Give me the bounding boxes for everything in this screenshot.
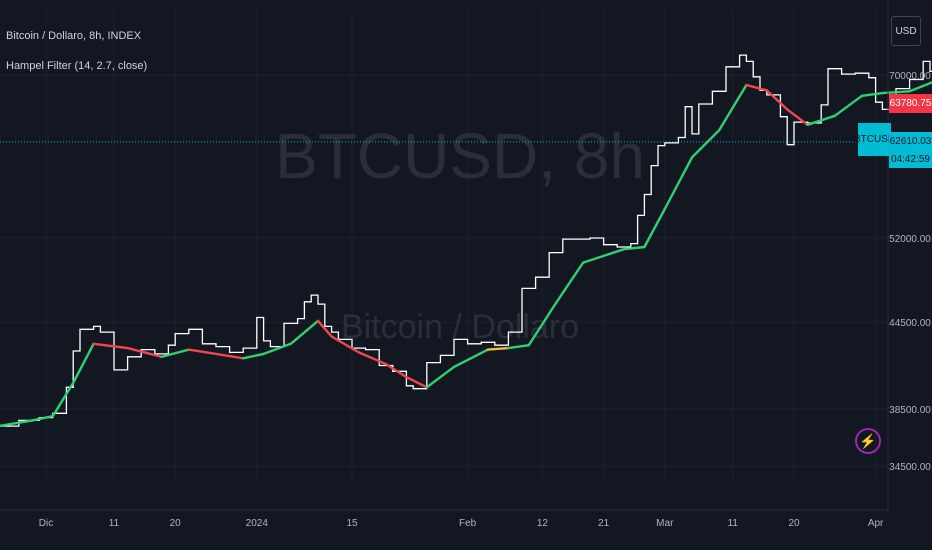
series-hampel-filter-segment: [241, 352, 265, 360]
series-hampel-filter-segment: [881, 90, 911, 95]
series-hampel-filter-segment: [507, 344, 530, 350]
series-hampel-filter-segment: [908, 81, 932, 93]
last-price-label: 62610.03: [889, 132, 932, 151]
series-hampel-filter-segment: [582, 247, 626, 264]
series-hampel-filter-segment: [289, 319, 320, 345]
series-hampel-filter-segment: [786, 108, 809, 127]
indicator-price-label: 63780.75: [889, 94, 932, 113]
series-hampel-filter-segment: [262, 342, 292, 356]
indicator-legend[interactable]: Hampel Filter (14, 2.7, close): [6, 60, 148, 72]
x-tick-label: 12: [537, 518, 549, 529]
series-hampel-filter-segment: [126, 346, 163, 358]
series-hampel-filter-segment: [160, 348, 191, 358]
watermark-main-text: BTCUSD, 8h: [275, 120, 645, 192]
series-hampel-filter-segment: [187, 348, 218, 356]
series-hampel-filter-segment: [643, 207, 666, 249]
series-hampel-filter-segment: [71, 342, 95, 385]
y-tick-label: 52000.00: [889, 234, 931, 245]
series-hampel-filter-segment: [663, 156, 694, 211]
x-tick-label: 21: [598, 518, 610, 529]
series-hampel-filter-segment: [425, 365, 456, 389]
series-hampel-filter-segment: [0, 419, 34, 428]
y-tick-label: 70000.00: [889, 71, 931, 82]
price-axis[interactable]: 70000.00 52000.00 44500.00 38500.00 34500.00: [887, 0, 931, 510]
symbol-tag: BTCUSD: [854, 123, 895, 156]
y-tick-label: 44500.00: [889, 318, 931, 329]
watermark: BTCUSD, 8h Bitcoin / Dollaro: [275, 120, 645, 346]
x-tick-label: Mar: [656, 518, 674, 529]
chart-grid: [0, 10, 888, 480]
series-hampel-filter-segment: [622, 245, 646, 251]
y-tick-label: 34500.00: [889, 462, 931, 473]
x-tick-label: 11: [728, 518, 739, 529]
series-hampel-filter-segment: [405, 375, 428, 389]
lightning-bolt-icon[interactable]: ⚡: [855, 428, 881, 454]
y-tick-label: 38500.00: [889, 405, 931, 416]
series-hampel-filter-segment: [765, 89, 789, 111]
series-price-line: [0, 54, 932, 427]
series-hampel-filter-segment: [452, 348, 490, 369]
series-hampel-filter-segment: [486, 346, 510, 351]
series-hampel-filter-segment: [718, 83, 748, 132]
series-hampel-filter-segment: [690, 128, 721, 159]
time-axis[interactable]: Dic1120202415Feb1221Mar1120Apr15: [0, 509, 932, 529]
x-tick-label: Feb: [459, 518, 477, 529]
series-hampel-filter-segment: [860, 91, 884, 98]
series-hampel-filter-segment: [31, 414, 54, 422]
x-tick-label: 11: [109, 518, 120, 529]
series-layer: [0, 54, 932, 428]
x-tick-label: 15: [346, 518, 358, 529]
x-tick-label: 20: [788, 518, 800, 529]
series-hampel-filter-segment: [806, 114, 836, 127]
series-hampel-filter-segment: [330, 335, 360, 354]
symbol-legend[interactable]: Bitcoin / Dollaro, 8h, INDEX: [6, 30, 142, 42]
series-hampel-filter-segment: [357, 351, 388, 366]
series-hampel-filter-segment: [316, 319, 333, 338]
x-tick-label: 20: [170, 518, 182, 529]
x-tick-label: Dic: [39, 518, 53, 529]
series-hampel-filter-segment: [554, 261, 585, 305]
x-tick-label: Apr: [868, 518, 884, 529]
series-hampel-filter-segment: [745, 83, 768, 92]
series-hampel-filter-segment: [51, 381, 75, 418]
series-hampel-filter-segment: [833, 94, 864, 118]
countdown-label: 04:42:59: [889, 151, 932, 168]
x-tick-label: 2024: [246, 518, 269, 529]
series-hampel-filter-segment: [384, 362, 408, 379]
currency-button[interactable]: USD: [891, 16, 921, 46]
watermark-sub-text: Bitcoin / Dollaro: [341, 308, 579, 346]
series-hampel-filter-segment: [527, 301, 558, 347]
series-hampel-filter-segment: [92, 342, 129, 350]
series-hampel-filter-segment: [214, 352, 245, 360]
